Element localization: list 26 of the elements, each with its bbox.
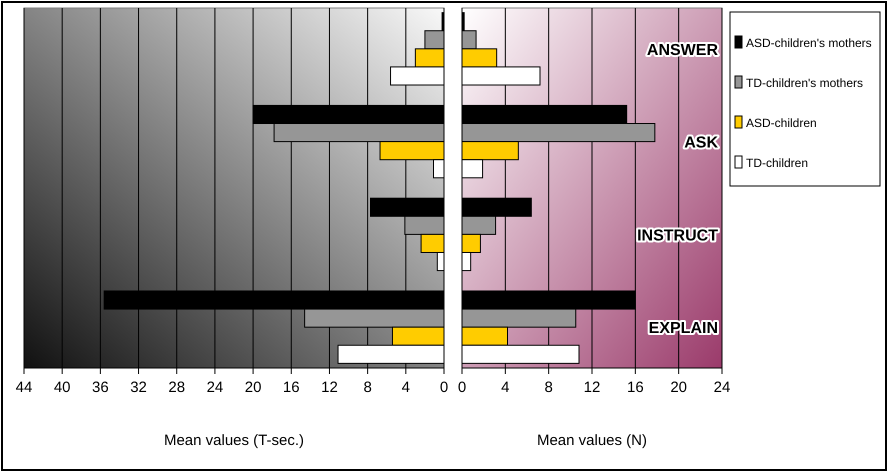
x-tick-label: 40: [54, 379, 71, 396]
x-tick-label: 8: [363, 379, 372, 396]
x-tick-label: 44: [16, 379, 32, 396]
x-tick-label: 4: [402, 379, 410, 396]
legend-label: TD-children: [746, 156, 808, 170]
x-tick-label: 0: [440, 379, 448, 396]
x-tick-label: 16: [626, 379, 644, 396]
x-tick-label: 36: [92, 379, 109, 396]
x-tick-label: 24: [714, 379, 730, 396]
legend-label: ASD-children's mothers: [746, 36, 872, 50]
legend-label: ASD-children: [746, 116, 817, 130]
x-tick-label: 24: [206, 379, 224, 396]
x-tick-label: 8: [544, 379, 553, 396]
legend-label: TD-children's mothers: [746, 76, 863, 90]
x-tick-label: 20: [670, 379, 688, 396]
x-axis-title: Mean values (T-sec.): [164, 432, 304, 449]
x-tick-label: 20: [244, 379, 262, 396]
x-tick-label: 0: [458, 379, 466, 396]
x-tick-label: 12: [584, 379, 600, 396]
y-tick-label: ASK: [684, 134, 718, 152]
x-tick-label: 4: [501, 379, 510, 396]
x-tick-label: 32: [130, 379, 147, 396]
x-tick-label: 28: [168, 379, 186, 396]
x-tick-label: 16: [282, 379, 300, 396]
x-axis-title: Mean values (N): [536, 432, 648, 449]
x-tick-label: 12: [321, 379, 338, 396]
